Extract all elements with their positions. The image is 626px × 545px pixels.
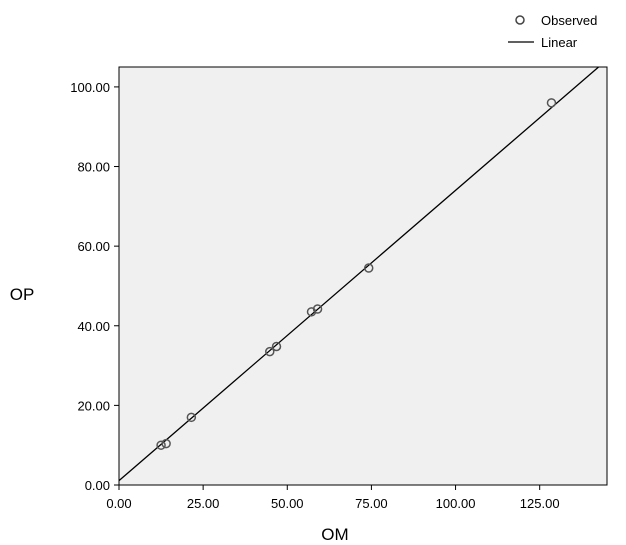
x-tick-label: 75.00 (355, 496, 388, 511)
observed-point (546, 98, 557, 108)
x-axis-title: OM (321, 525, 348, 544)
observed-point (363, 263, 374, 273)
x-tick-label: 0.00 (106, 496, 131, 511)
y-tick-label: 60.00 (77, 239, 110, 254)
observed-point (265, 346, 275, 357)
observed-point (161, 438, 171, 449)
y-tick-label: 100.00 (70, 80, 110, 95)
plot-area (118, 66, 608, 486)
y-axis-title: OP (10, 285, 35, 304)
x-tick-label: 25.00 (187, 496, 220, 511)
series-layer (118, 66, 600, 482)
legend-linear-label: Linear (541, 35, 578, 50)
legend-observed-marker (515, 15, 525, 25)
y-tick-label: 20.00 (77, 398, 110, 413)
observed-point (156, 440, 166, 450)
y-tick-label: 0.00 (85, 478, 110, 493)
y-tick-label: 80.00 (77, 160, 110, 175)
legend-observed-label: Observed (541, 13, 597, 28)
observed-point (312, 304, 323, 314)
x-tick-label: 125.00 (520, 496, 560, 511)
y-axis: 0.00 20.00 40.00 60.00 80.00 100.00 (70, 80, 119, 493)
linear-fit-line (118, 66, 600, 482)
x-tick-label: 100.00 (436, 496, 476, 511)
observed-point (271, 341, 282, 352)
x-tick-label: 50.00 (271, 496, 304, 511)
observed-point (186, 412, 197, 423)
y-tick-label: 40.00 (77, 319, 110, 334)
legend: Observed Linear (508, 13, 597, 50)
x-axis: 0.00 25.00 50.00 75.00 100.00 125.00 (106, 485, 560, 511)
